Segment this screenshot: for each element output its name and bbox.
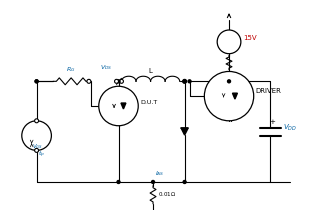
Circle shape: [217, 30, 241, 54]
Polygon shape: [232, 93, 237, 99]
Circle shape: [119, 79, 124, 83]
Circle shape: [183, 180, 186, 183]
Circle shape: [117, 80, 120, 83]
Text: $V_{GS}$: $V_{GS}$: [32, 142, 43, 151]
Circle shape: [188, 80, 191, 83]
Circle shape: [35, 148, 39, 152]
Text: $0.01\Omega$: $0.01\Omega$: [158, 190, 176, 198]
Text: $t_p$: $t_p$: [38, 150, 45, 160]
Circle shape: [117, 180, 120, 183]
Text: 15V: 15V: [243, 35, 256, 41]
Polygon shape: [121, 103, 126, 109]
Text: D.U.T: D.U.T: [140, 100, 158, 104]
Circle shape: [183, 80, 186, 83]
Circle shape: [99, 86, 138, 126]
Text: DRIVER: DRIVER: [256, 88, 281, 94]
Circle shape: [87, 79, 91, 83]
Text: $I_{AS}$: $I_{AS}$: [155, 169, 164, 178]
Text: $V_{DS}$: $V_{DS}$: [100, 64, 112, 72]
Circle shape: [227, 80, 231, 83]
Circle shape: [35, 119, 39, 123]
Circle shape: [35, 80, 38, 83]
Circle shape: [22, 121, 51, 150]
Circle shape: [115, 79, 119, 83]
Polygon shape: [181, 128, 188, 135]
Text: $V_{DD}$: $V_{DD}$: [283, 123, 297, 133]
Circle shape: [35, 80, 38, 83]
Text: L: L: [149, 68, 153, 74]
Text: +: +: [270, 119, 275, 125]
Circle shape: [204, 72, 254, 121]
Circle shape: [183, 79, 187, 83]
Circle shape: [152, 180, 154, 183]
Text: $R_G$: $R_G$: [66, 65, 76, 74]
